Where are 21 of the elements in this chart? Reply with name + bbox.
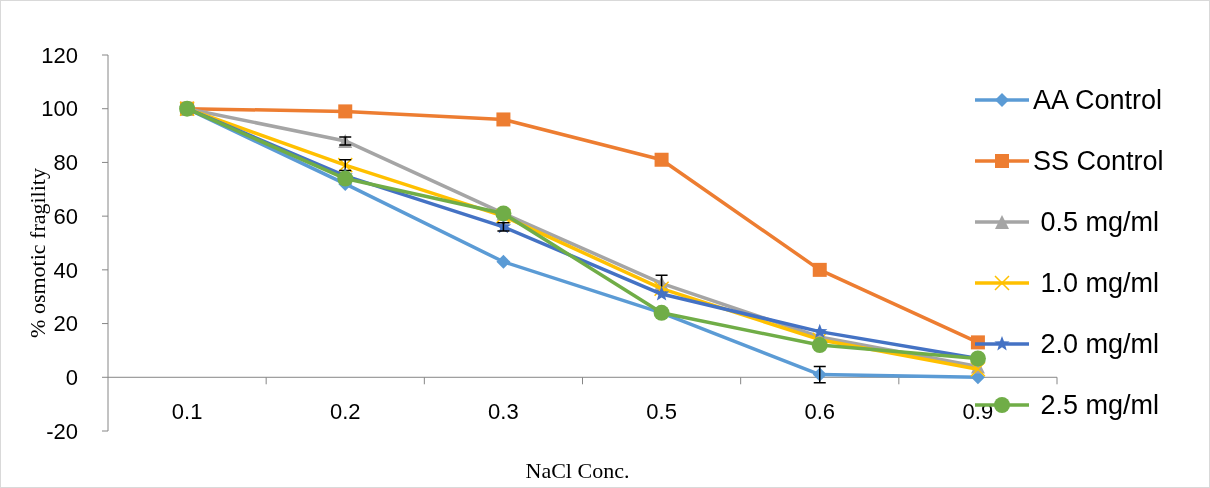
y-tick-label: -20 <box>46 418 78 444</box>
legend-label: AA Control <box>1033 85 1163 116</box>
legend-label: SS Control <box>1033 146 1164 177</box>
x-tick-label: 0.5 <box>646 399 677 424</box>
legend-label: 1.0 mg/ml <box>1033 268 1160 299</box>
x-tick-label: 0.1 <box>171 399 203 424</box>
y-tick-label: 60 <box>53 203 78 229</box>
y-tick-label: 100 <box>41 96 78 122</box>
x-tick-label: 0.2 <box>329 399 361 424</box>
legend-label: 2.0 mg/ml <box>1033 329 1160 360</box>
y-tick-label: 120 <box>41 42 78 68</box>
y-tick-label: 40 <box>53 257 78 283</box>
legend-label: 0.5 mg/ml <box>1033 207 1160 238</box>
x-tick-label: 0.3 <box>488 399 519 424</box>
y-tick-label: 0 <box>65 364 78 390</box>
y-tick-label: 20 <box>53 311 78 337</box>
y-tick-label: 80 <box>53 150 78 176</box>
legend-label: 2.5 mg/ml <box>1033 390 1160 421</box>
x-tick-label: 0.6 <box>804 399 836 424</box>
x-axis-title: NaCl Conc. <box>525 458 630 483</box>
y-axis-title: % osmotic fragility <box>25 168 50 338</box>
